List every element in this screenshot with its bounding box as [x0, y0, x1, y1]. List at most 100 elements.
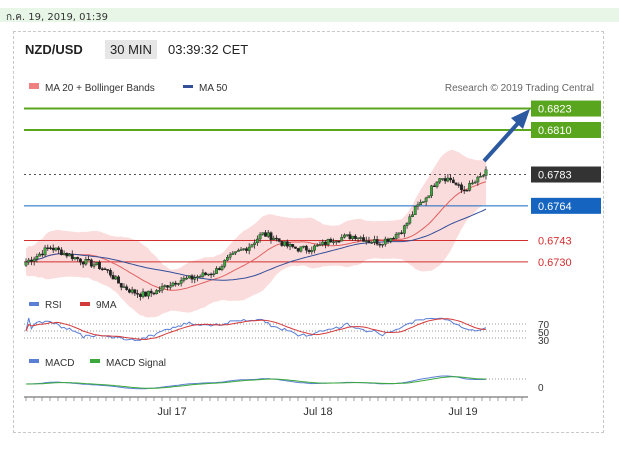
candle-body: [89, 259, 93, 267]
support-tag-1: 0.6743: [538, 235, 572, 247]
candle-body: [128, 289, 131, 293]
candle-body: [157, 290, 161, 292]
resistance-tag-1-box: [531, 100, 601, 117]
pivot-tag-text: 0.6764: [538, 201, 572, 213]
candle-body: [479, 176, 482, 178]
candle-body: [68, 254, 71, 257]
candle-body: [460, 184, 463, 191]
candle-body: [179, 280, 183, 284]
candle-body: [307, 250, 311, 253]
rsi-level-70: 70: [538, 320, 550, 331]
candle-body: [348, 234, 352, 239]
candle-body: [329, 238, 333, 243]
ma9-legend-label: 9MA: [96, 300, 117, 311]
candle-body: [411, 214, 414, 217]
currency-pair: NZD/USD: [25, 42, 83, 57]
candle-body: [253, 242, 257, 245]
candle-body: [364, 240, 368, 242]
candle-body: [275, 237, 278, 240]
x-tick-label-jul18: Jul 18: [303, 406, 332, 418]
candle-body: [160, 286, 164, 291]
candle-body: [351, 235, 355, 239]
candle-body: [424, 197, 428, 202]
ma50-line: [25, 208, 487, 281]
candle-body: [87, 259, 91, 261]
candle-body: [446, 177, 450, 182]
candle-body: [362, 237, 365, 242]
candle-body: [476, 176, 480, 183]
candle-body: [171, 282, 175, 286]
candle-body: [386, 238, 390, 242]
macd-signal-legend-swatch: [90, 359, 100, 363]
date-time-text: ก.ค. 19, 2019, 01:39: [6, 12, 108, 23]
candle-body: [168, 285, 172, 288]
candle-body: [24, 261, 28, 266]
candle-body: [149, 290, 153, 294]
rsi-line: [25, 317, 487, 342]
ma9-legend-swatch: [80, 302, 90, 306]
candle-body: [255, 238, 259, 244]
candle-body: [421, 201, 425, 203]
candle-body: [353, 235, 357, 239]
candle-body: [177, 283, 180, 285]
candle-body: [185, 277, 188, 280]
candle-body: [378, 243, 382, 246]
candle-body: [81, 261, 85, 265]
candle-body: [392, 237, 395, 240]
candle-body: [432, 185, 436, 188]
candle-body: [400, 232, 404, 234]
candle-body: [310, 250, 314, 253]
candle-body: [182, 278, 186, 281]
price-panel: MA 20 + Bollinger Bands MA 50 Research ©…: [24, 83, 601, 318]
candle-body: [405, 222, 409, 226]
rsi-level-50: 50: [538, 328, 550, 339]
timeframe-badge[interactable]: 30 MIN: [105, 40, 157, 59]
support-tag-2: 0.6730: [538, 257, 572, 269]
macd-signal-line: [26, 376, 487, 389]
candle-body: [272, 237, 276, 240]
candle-body: [38, 253, 42, 257]
forecast-arrow-shaft: [482, 119, 522, 163]
candle-body: [454, 182, 458, 185]
candle-body: [408, 216, 412, 224]
candle-body: [413, 206, 417, 215]
candle-body: [220, 266, 224, 270]
candle-body: [261, 232, 265, 235]
candle-body: [122, 286, 126, 288]
candle-body: [106, 269, 110, 271]
candle-body: [326, 238, 330, 245]
candle-body: [266, 232, 270, 237]
candle-body: [73, 257, 77, 260]
candle-body: [133, 289, 137, 294]
bollinger-legend-swatch: [29, 83, 39, 89]
candle-body: [196, 276, 199, 278]
candle-body: [193, 277, 197, 280]
candle-body: [345, 234, 349, 236]
header-time: 03:39:32 CET: [168, 42, 249, 57]
candle-body: [375, 239, 379, 245]
candle-body: [206, 273, 210, 276]
candle-body: [304, 245, 308, 251]
candle-body: [136, 293, 139, 295]
candle-body: [141, 291, 145, 297]
macd-line: [25, 375, 487, 390]
macd-signal-legend-label: MACD Signal: [106, 358, 166, 369]
candle-body: [470, 182, 474, 185]
candle-body: [332, 241, 335, 243]
x-axis-tick-marks: [25, 397, 523, 401]
chart-frame: [13, 31, 604, 433]
candle-body: [291, 244, 295, 248]
candle-body: [247, 246, 251, 251]
candle-body: [98, 262, 101, 269]
candle-body: [215, 268, 218, 274]
candle-body: [321, 241, 325, 245]
candle-body: [318, 244, 322, 246]
candle-body: [264, 232, 267, 237]
pivot-tag: 0.6764: [531, 197, 601, 214]
candle-body: [57, 247, 61, 251]
candle-body: [236, 250, 240, 252]
candle-body: [51, 247, 55, 251]
candle-body: [465, 190, 469, 192]
current-price-tag-text: 0.6783: [538, 170, 572, 182]
